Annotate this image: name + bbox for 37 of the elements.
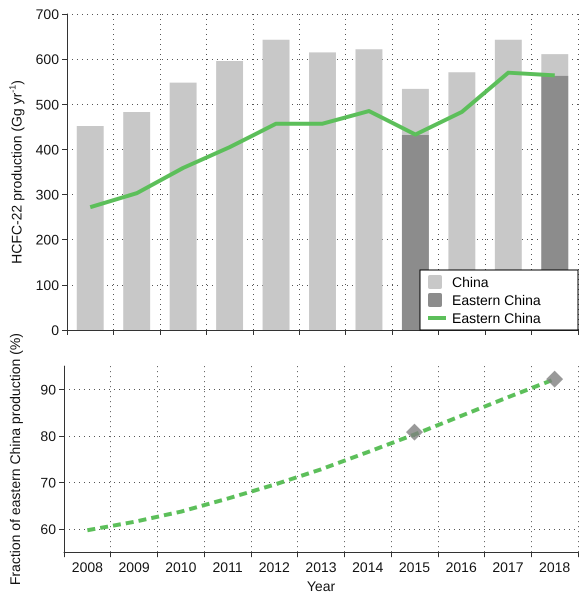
y-tick-label: 60 xyxy=(40,520,56,537)
bar xyxy=(355,49,382,330)
x-tick-label: 2012 xyxy=(258,559,290,576)
bar xyxy=(170,82,197,330)
legend-label: Eastern China xyxy=(452,310,541,326)
legend-label: Eastern China xyxy=(452,292,541,308)
bar xyxy=(76,126,104,330)
x-tick-label: 2010 xyxy=(165,559,197,576)
y-tick-label: 90 xyxy=(40,381,56,398)
y-tick-label: 70 xyxy=(40,474,56,490)
y-tick-label: 80 xyxy=(40,428,56,444)
y-tick-label: 700 xyxy=(36,6,60,22)
y-axis-title: Fraction of eastern China production (%) xyxy=(7,333,23,586)
y-tick-label: 500 xyxy=(36,96,60,112)
bar xyxy=(309,52,336,330)
line-series xyxy=(88,70,557,210)
y-tick-label: 300 xyxy=(36,186,60,203)
bar xyxy=(262,40,290,330)
y-tick-label: 600 xyxy=(36,51,60,68)
legend-label: China xyxy=(452,274,489,290)
x-tick-label: 2014 xyxy=(352,559,384,576)
bar xyxy=(123,112,150,330)
y-axis-title: HCFC-22 production (Gg yr-1) xyxy=(8,80,24,264)
x-tick-label: 2013 xyxy=(305,559,337,576)
y-tick-label: 200 xyxy=(36,232,60,248)
x-tick-label: 2017 xyxy=(492,559,524,576)
x-tick-label: 2008 xyxy=(72,559,104,576)
y-tick-label: 0 xyxy=(51,322,60,338)
x-tick-label: 2015 xyxy=(398,559,430,576)
x-tick-label: 2018 xyxy=(539,559,570,576)
x-tick-label: 2011 xyxy=(212,559,243,576)
x-axis-title: Year xyxy=(306,578,336,594)
x-tick-label: 2016 xyxy=(446,559,477,576)
y-tick-label: 400 xyxy=(36,141,60,158)
y-tick-label: 100 xyxy=(36,276,60,293)
x-tick-label: 2009 xyxy=(118,559,150,576)
bar xyxy=(216,60,244,330)
